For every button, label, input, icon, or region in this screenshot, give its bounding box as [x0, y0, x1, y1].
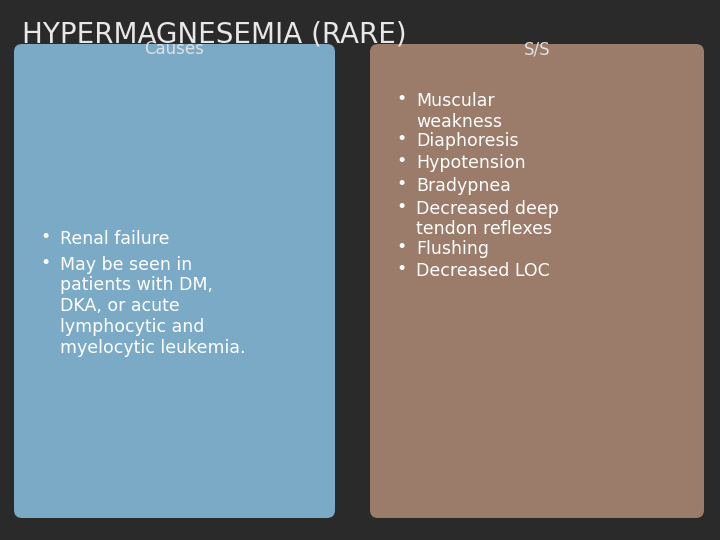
Text: HYPERMAGNESEMIA (RARE): HYPERMAGNESEMIA (RARE) — [22, 20, 407, 48]
Text: Hypotension: Hypotension — [416, 154, 526, 172]
Text: Muscular
weakness: Muscular weakness — [416, 92, 502, 131]
Text: S/S: S/S — [523, 40, 550, 58]
Text: •: • — [396, 130, 406, 148]
Text: Bradypnea: Bradypnea — [416, 177, 511, 195]
FancyBboxPatch shape — [370, 44, 704, 518]
Text: Flushing: Flushing — [416, 240, 489, 258]
Text: May be seen in
patients with DM,
DKA, or acute
lymphocytic and
myelocytic leukem: May be seen in patients with DM, DKA, or… — [60, 255, 246, 357]
Text: Diaphoresis: Diaphoresis — [416, 132, 518, 150]
Text: •: • — [396, 175, 406, 193]
Text: •: • — [396, 260, 406, 278]
Text: Renal failure: Renal failure — [60, 230, 169, 248]
Text: •: • — [396, 198, 406, 215]
Text: •: • — [396, 238, 406, 255]
Text: Causes: Causes — [145, 40, 204, 58]
Text: Decreased LOC: Decreased LOC — [416, 262, 550, 280]
Text: Decreased deep
tendon reflexes: Decreased deep tendon reflexes — [416, 199, 559, 238]
Text: •: • — [396, 152, 406, 171]
Text: •: • — [40, 253, 50, 272]
FancyBboxPatch shape — [14, 44, 335, 518]
Text: •: • — [396, 90, 406, 108]
Text: •: • — [40, 228, 50, 246]
